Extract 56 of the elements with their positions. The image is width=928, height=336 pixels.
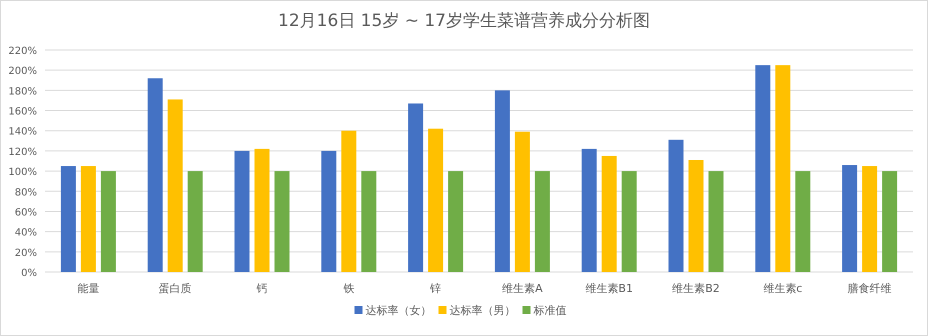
bar [862,166,878,272]
y-tick-label: 200% [8,66,37,78]
y-tick-label: 220% [8,46,37,57]
bar [80,166,96,272]
bar [795,171,810,272]
x-tick-label: 维生素c [763,282,802,295]
legend-label: 标准值 [532,304,566,317]
x-tick-label: 维生素A [502,282,544,295]
y-tick-label: 0% [21,268,37,279]
y-tick-label: 40% [14,228,37,239]
legend-label: 达标率（男） [450,304,516,317]
x-tick-label: 能量 [77,282,100,295]
x-tick-label: 维生素B2 [672,282,720,295]
x-tick-label: 膳食纤维 [848,282,892,295]
bar [341,130,356,272]
x-tick-label: 钙 [256,282,268,295]
bar [100,171,116,272]
bar [188,171,203,272]
legend-label: 达标率（女） [366,304,432,317]
bar [688,160,704,272]
bar [668,140,684,272]
y-tick-label: 120% [8,146,37,158]
y-tick-label: 60% [14,207,37,218]
bar [514,132,530,272]
bar [448,171,464,272]
bar [361,171,376,272]
bar [708,171,724,272]
y-tick-label: 80% [14,187,37,198]
bar [602,156,617,272]
bar [582,148,597,272]
y-tick-label: 160% [8,106,37,118]
y-tick-label: 100% [8,167,37,178]
x-tick-label: 维生素B1 [585,282,633,295]
bar [274,171,290,272]
bar [494,90,510,272]
bar [622,171,637,272]
bar [755,65,770,272]
bar [148,78,163,272]
y-tick-label: 180% [8,86,37,98]
bar [775,65,790,272]
y-tick-label: 20% [14,248,37,259]
bar [882,171,898,272]
bar [254,148,270,272]
bar [408,103,424,272]
bar [168,99,183,272]
x-tick-label: 锌 [429,282,442,295]
x-tick-label: 铁 [342,282,354,295]
x-tick-label: 蛋白质 [158,282,192,295]
bar [842,165,858,272]
bar [428,128,444,272]
bar [321,150,336,272]
bar [234,150,250,272]
bar [60,166,76,272]
chart-title: 12月16日 15岁 ~ 17岁学生菜谱营养成分分析图 [278,11,650,31]
y-tick-label: 140% [8,126,37,138]
bar [534,171,550,272]
